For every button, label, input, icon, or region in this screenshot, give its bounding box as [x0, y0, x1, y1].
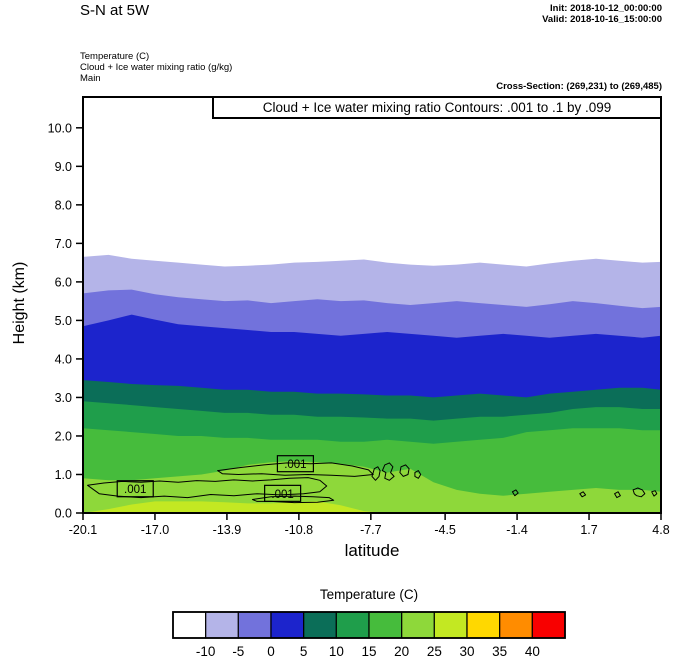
- cloud-contour-line: [414, 470, 422, 479]
- colorbar-frame: [172, 611, 566, 639]
- x-tick-label: 1.7: [580, 523, 597, 537]
- contour-info-banner: Cloud + Ice water mixing ratio Contours:…: [212, 96, 662, 119]
- x-tick-label: -13.9: [213, 523, 242, 537]
- cloud-contour-line: [651, 490, 658, 497]
- y-tick-label: 7.0: [55, 237, 72, 251]
- cloud-contour-line: [614, 491, 621, 499]
- colorbar-cell: [205, 611, 239, 639]
- y-axis-title: Height (km): [11, 261, 28, 345]
- colorbar-tick-label: 10: [329, 644, 344, 659]
- cross-section-range: Cross-Section: (269,231) to (269,485): [496, 81, 662, 92]
- y-tick-label: 9.0: [55, 160, 72, 174]
- cloud-contour-line: [217, 462, 374, 477]
- cloud-contour-line: [381, 462, 395, 481]
- contour-label: .001: [284, 459, 306, 471]
- cloud-contour-line: [511, 489, 519, 497]
- x-axis-title: latitude: [344, 541, 400, 560]
- colorbar-tick-label: 20: [394, 644, 409, 659]
- colorbar-tick-label: 30: [459, 644, 474, 659]
- x-tick-label: -4.5: [434, 523, 456, 537]
- y-tick-label: 8.0: [55, 198, 72, 212]
- colorbar-cell: [335, 611, 370, 639]
- colorbar-cell: [531, 611, 566, 639]
- colorbar-cell: [368, 611, 403, 639]
- y-tick-label: 3.0: [55, 391, 72, 405]
- cloud-contour-line: [579, 491, 587, 498]
- init-time: Init: 2018-10-12_00:00:00: [550, 3, 662, 14]
- cloud-contour-line: [399, 464, 410, 477]
- cloud-contour-line: [632, 487, 646, 498]
- colorbar-tick-label: 0: [267, 644, 275, 659]
- field-label-cloud-mixing-ratio: Cloud + Ice water mixing ratio (g/kg): [80, 62, 233, 73]
- colorbar-cell: [237, 611, 272, 639]
- colorbar-cell: [433, 611, 468, 639]
- cloud-contour-line: [87, 477, 328, 499]
- y-tick-label: 1.0: [55, 468, 72, 482]
- contour-label: .001: [271, 489, 293, 501]
- colorbar-tick-label: 35: [492, 644, 507, 659]
- x-tick-label: -1.4: [506, 523, 528, 537]
- colorbar-cell: [499, 611, 534, 639]
- contour-label: .001: [124, 484, 146, 496]
- colorbar-tick-label: 5: [300, 644, 308, 659]
- colorbar-cell: [172, 611, 207, 639]
- colorbar-cell: [270, 611, 305, 639]
- colorbar-tick-label: -5: [232, 644, 244, 659]
- colorbar-tick-label: 15: [361, 644, 376, 659]
- contour-label-box: [276, 455, 314, 473]
- contour-label-box: [264, 484, 302, 502]
- x-tick-label: -7.7: [360, 523, 382, 537]
- colorbar-tick-label: -10: [196, 644, 216, 659]
- colorbar-tick-label: 25: [427, 644, 442, 659]
- field-label-main: Main: [80, 73, 101, 84]
- x-tick-label: 4.8: [652, 523, 669, 537]
- y-tick-label: 0.0: [55, 507, 72, 521]
- field-label-temperature: Temperature (C): [80, 51, 150, 62]
- colorbar-tick-label: 40: [525, 644, 540, 659]
- cloud-contour-line: [371, 466, 381, 481]
- y-tick-label: 5.0: [55, 314, 72, 328]
- page-title: S-N at 5W: [80, 2, 150, 19]
- y-tick-label: 6.0: [55, 275, 72, 289]
- temp-band-gt-25: [83, 501, 661, 513]
- colorbar-title: Temperature (C): [319, 587, 419, 602]
- x-tick-label: -10.8: [285, 523, 314, 537]
- colorbar-cell: [303, 611, 338, 639]
- y-tick-label: 4.0: [55, 352, 72, 366]
- valid-time: Valid: 2018-10-16_15:00:00: [542, 14, 662, 25]
- colorbar-cell: [466, 611, 501, 639]
- colorbar-cell: [401, 611, 436, 639]
- x-tick-label: -20.1: [69, 523, 98, 537]
- y-tick-label: 2.0: [55, 429, 72, 443]
- contour-label-box: [116, 480, 154, 498]
- y-tick-label: 10.0: [48, 121, 72, 135]
- x-tick-label: -17.0: [141, 523, 170, 537]
